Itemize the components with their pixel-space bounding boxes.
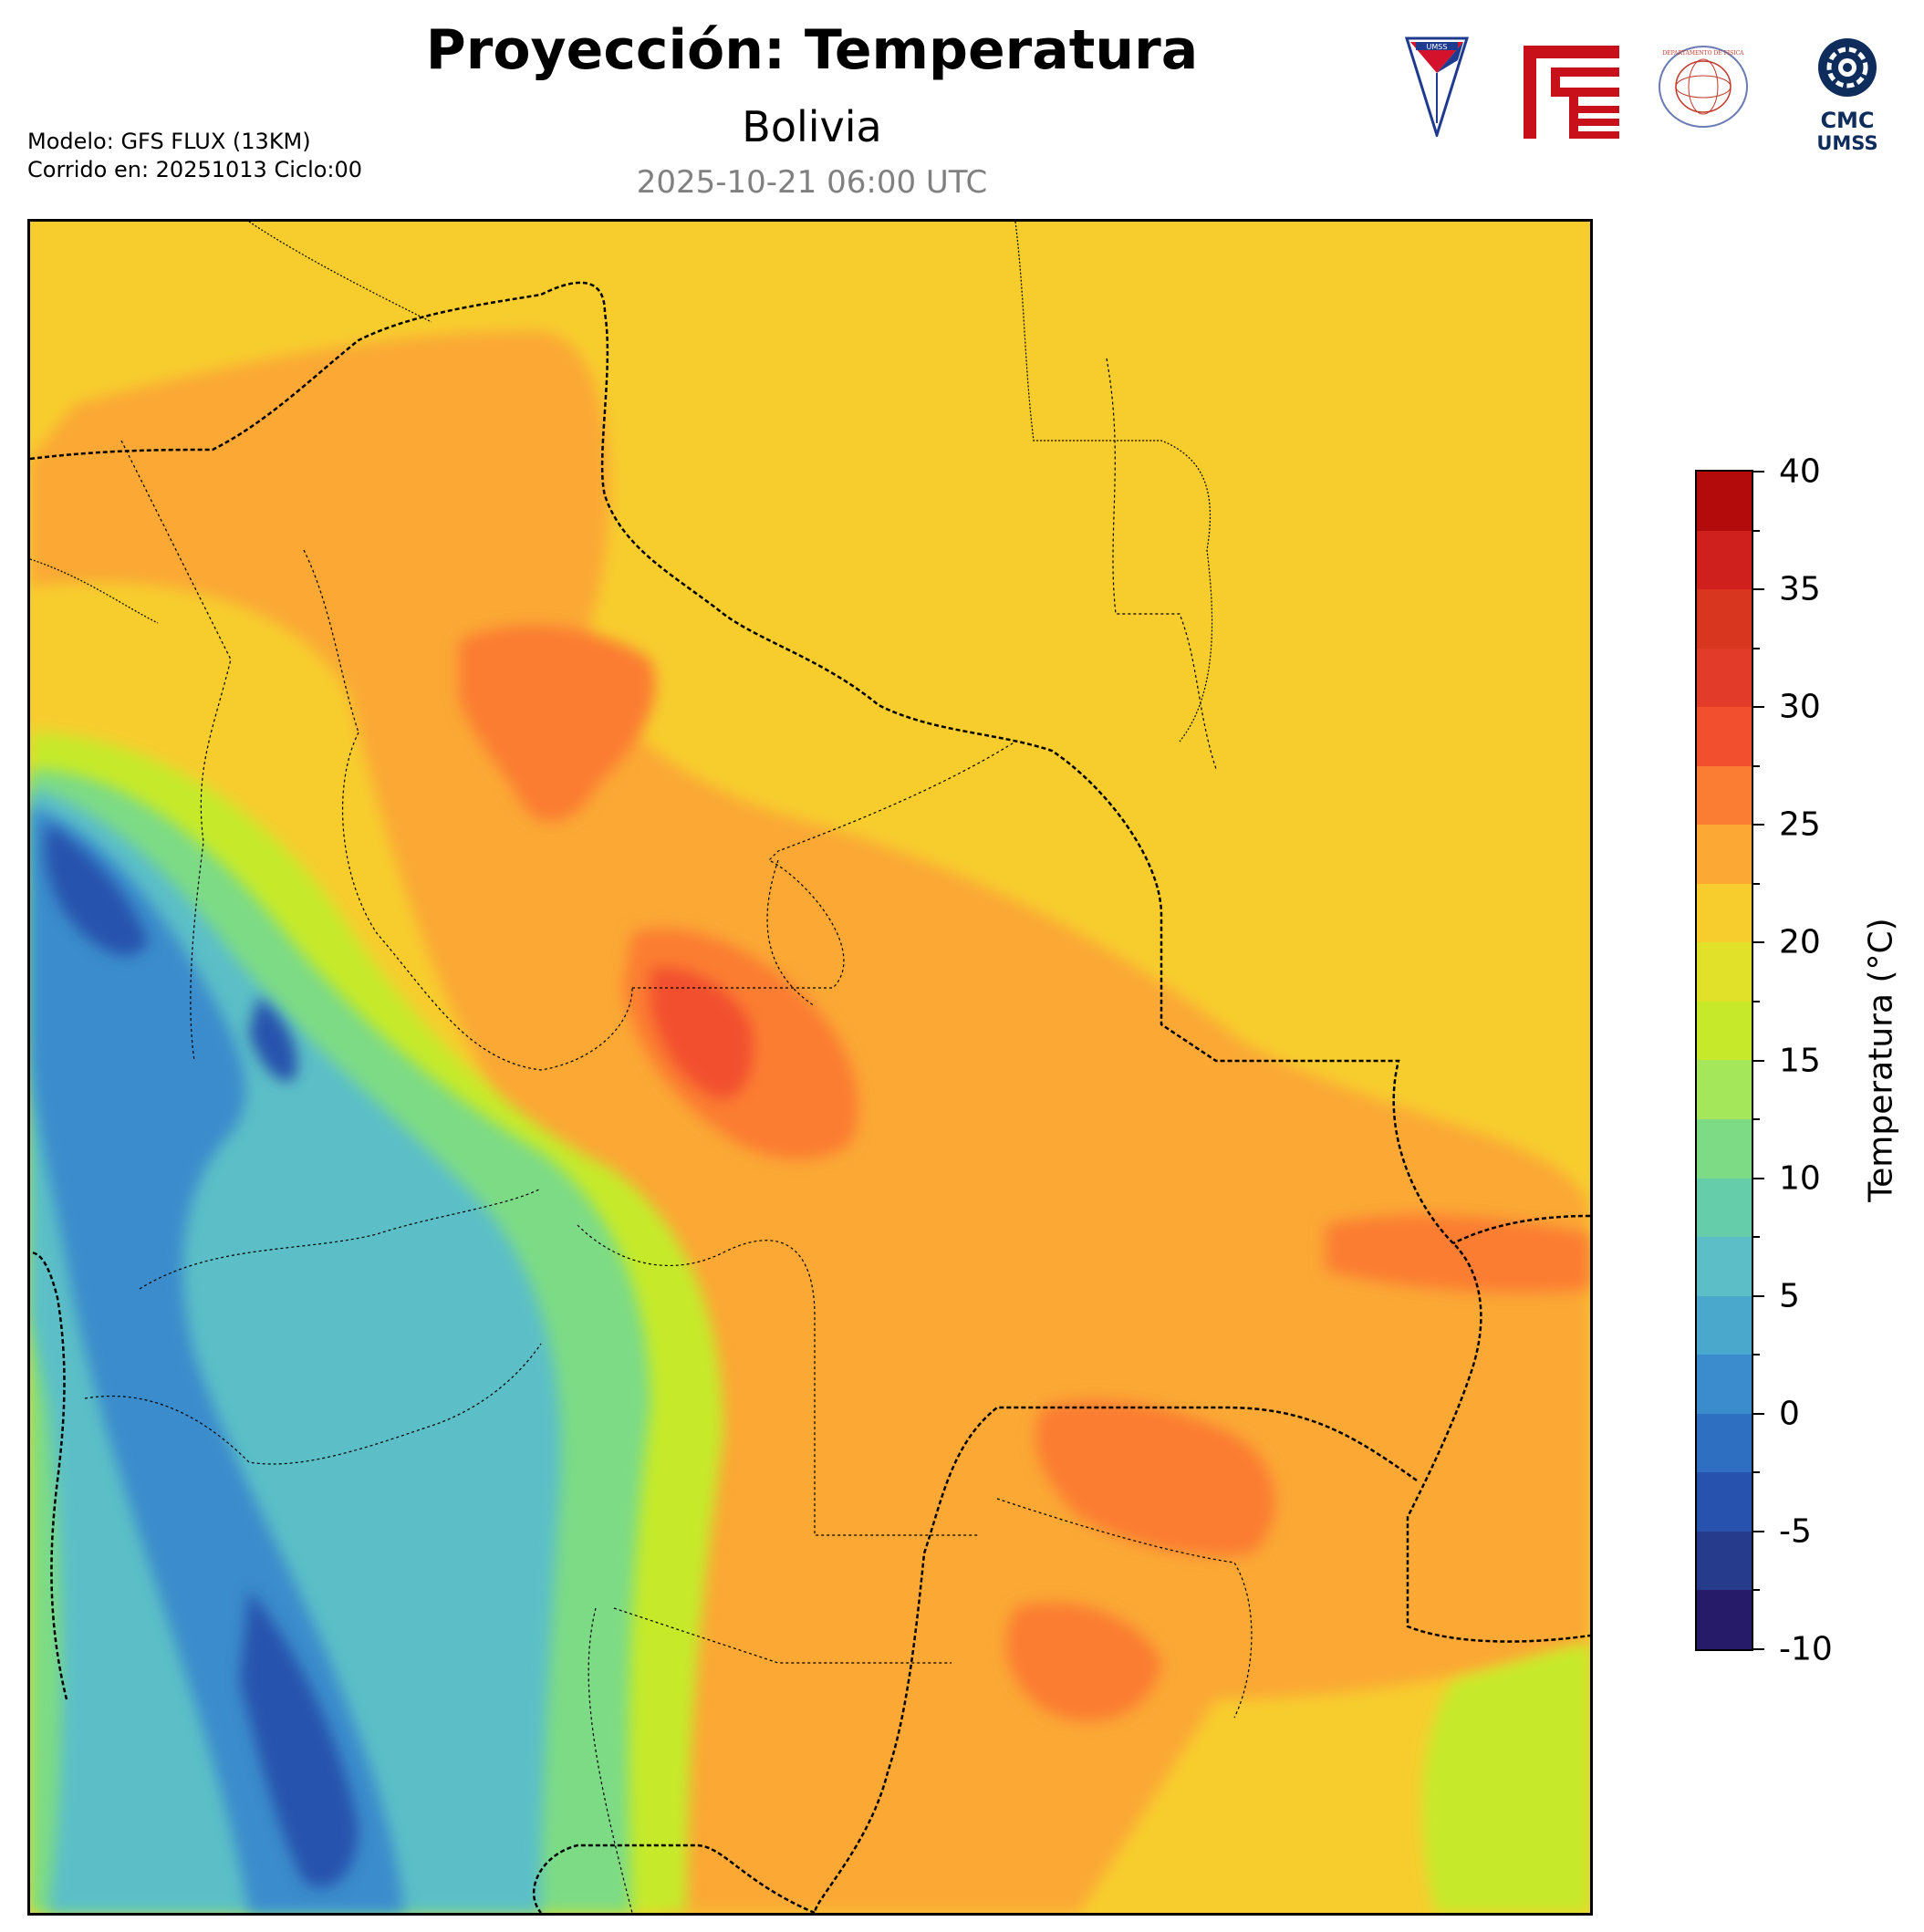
colorbar-tick	[1753, 1059, 1764, 1062]
colorbar-tick-label: 0	[1779, 1395, 1800, 1433]
colorbar-tick-label: 30	[1779, 688, 1821, 726]
colorbar-tick	[1753, 1236, 1760, 1239]
colorbar-tick-label: 20	[1779, 923, 1821, 961]
hottest-core	[650, 968, 754, 1099]
colorbar-tick	[1753, 1177, 1764, 1179]
logo-strip: UMSS DEPARTAMENTO DE FISICA CMC UMSS	[1387, 36, 1898, 164]
colorbar-tick-label: -10	[1779, 1630, 1833, 1668]
colorbar-tick	[1753, 764, 1760, 767]
svg-text:CMC: CMC	[1820, 108, 1874, 133]
umss-shield-logo: UMSS	[1405, 36, 1469, 137]
colorbar-segment	[1697, 825, 1752, 884]
colorbar-tick-label: 40	[1779, 452, 1821, 491]
colorbar-segment	[1697, 1237, 1752, 1296]
model-info: Modelo: GFS FLUX (13KM) Corrido en: 2025…	[27, 128, 362, 184]
colorbar-title: Temperatura (°C)	[1862, 918, 1900, 1202]
colorbar-tick-label: 10	[1779, 1159, 1821, 1198]
run-line: Corrido en: 20251013 Ciclo:00	[27, 157, 363, 182]
colorbar-segment	[1697, 1590, 1752, 1649]
departamento-fisica-seal: DEPARTAMENTO DE FISICA	[1659, 46, 1748, 128]
cmc-umss-logo: CMC UMSS	[1816, 38, 1878, 154]
country-borders	[30, 281, 1590, 1913]
colorbar-tick	[1753, 647, 1760, 649]
colorbar-segment	[1697, 589, 1752, 649]
page-title: Proyección: Temperatura	[425, 18, 1199, 82]
red-fcyt-logo	[1524, 46, 1619, 139]
colorbar-segment	[1697, 1178, 1752, 1238]
colorbar-segment	[1697, 1295, 1752, 1356]
colorbar-tick	[1753, 471, 1764, 473]
colorbar-tick-label: 15	[1779, 1042, 1821, 1079]
colorbar-tick	[1753, 941, 1764, 944]
coldest-zone	[45, 824, 359, 1888]
colorbar-segment	[1697, 765, 1752, 826]
colorbar-tick	[1753, 1412, 1764, 1415]
colorbar-segment	[1697, 1355, 1752, 1414]
colorbar-tick	[1753, 588, 1764, 591]
colorbar-tick	[1753, 529, 1760, 532]
temperature-map[interactable]	[27, 219, 1593, 1916]
colorbar-segment	[1697, 883, 1752, 943]
colorbar-segment	[1697, 648, 1752, 708]
model-line: Modelo: GFS FLUX (13KM)	[27, 129, 311, 154]
umss-logo-text: UMSS	[1427, 43, 1448, 51]
colorbar-segment	[1697, 1531, 1752, 1591]
fisica-seal-text: DEPARTAMENTO DE FISICA	[1662, 50, 1744, 57]
cold-zone-blue	[30, 805, 404, 1913]
colorbar-tick-label: 25	[1779, 805, 1821, 844]
colorbar-tick-label: 35	[1779, 570, 1821, 608]
colorbar-tick	[1753, 1000, 1760, 1002]
colorbar-tick	[1753, 1294, 1764, 1297]
colorbar	[1695, 470, 1753, 1651]
colorbar-tick	[1753, 882, 1760, 885]
colorbar-tick	[1753, 1471, 1760, 1474]
colorbar-segment	[1697, 942, 1752, 1002]
forecast-datetime: 2025-10-21 06:00 UTC	[636, 164, 988, 201]
colorbar-tick-label: 5	[1779, 1277, 1800, 1315]
colorbar-segment	[1697, 1001, 1752, 1061]
page-subtitle: Bolivia	[742, 102, 882, 151]
colorbar-segment	[1697, 707, 1752, 766]
neighbor-borders	[30, 222, 1213, 743]
colorbar-tick-label: -5	[1779, 1512, 1812, 1551]
colorbar-tick	[1753, 1648, 1764, 1650]
colorbar-tick	[1753, 1354, 1760, 1356]
colorbar-segment	[1697, 472, 1752, 531]
colorbar-tick	[1753, 706, 1764, 709]
colorbar-segment	[1697, 1413, 1752, 1473]
colorbar-segment	[1697, 1472, 1752, 1532]
colorbar-tick	[1753, 1118, 1760, 1121]
temperature-field	[30, 222, 1590, 1913]
svg-text:UMSS: UMSS	[1816, 132, 1877, 154]
colorbar-segment	[1697, 1119, 1752, 1179]
colorbar-segment	[1697, 1060, 1752, 1120]
colorbar-segment	[1697, 530, 1752, 590]
colorbar-tick	[1753, 1530, 1764, 1532]
colorbar-tick	[1753, 824, 1764, 826]
colorbar-tick	[1753, 1589, 1760, 1592]
